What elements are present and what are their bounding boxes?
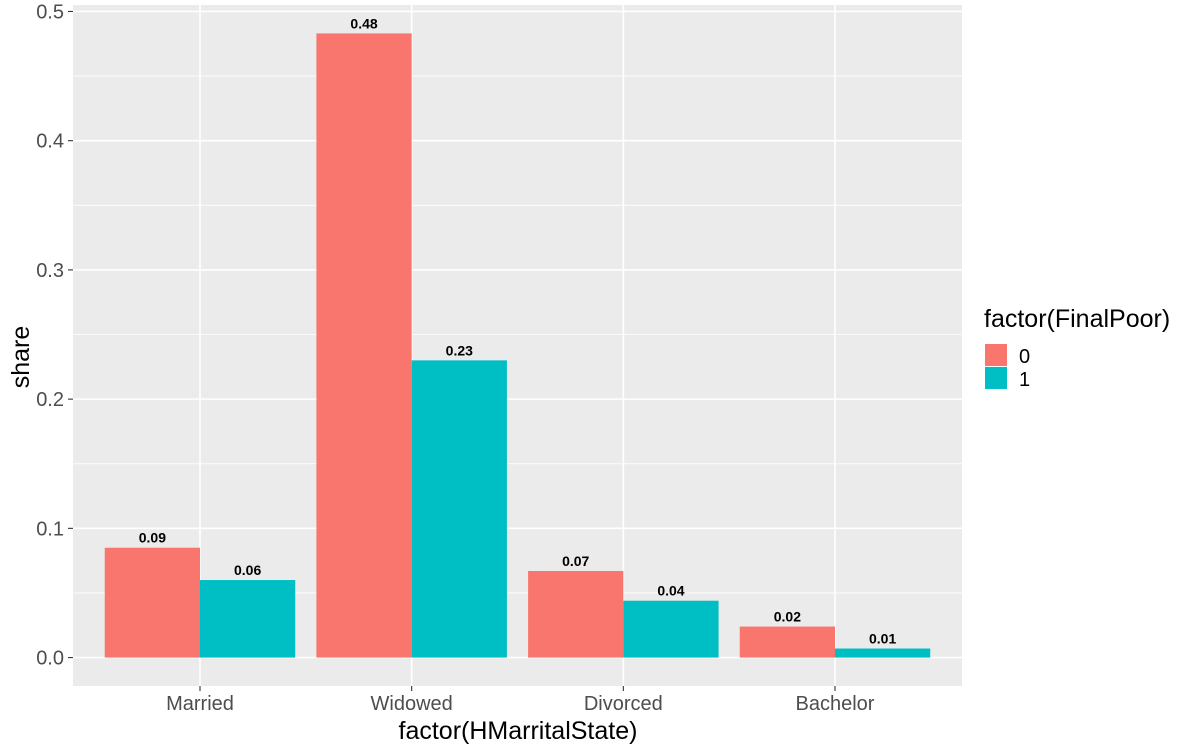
- legend: factor(FinalPoor) 01: [984, 305, 1170, 391]
- bar-bachelor-series-1: [835, 648, 931, 658]
- x-tick-label: Married: [166, 693, 234, 715]
- bar-widowed-series-1: [411, 360, 507, 658]
- bar-divorced-series-0: [528, 570, 624, 658]
- data-label: 0.48: [350, 15, 377, 31]
- y-tick-label: 0.5: [36, 1, 64, 23]
- bar-widowed-series-0: [316, 33, 412, 658]
- y-tick-label: 0.4: [36, 131, 64, 153]
- y-tick-label: 0.1: [36, 518, 64, 540]
- y-tick-label: 0.0: [36, 648, 64, 670]
- data-label: 0.02: [774, 609, 801, 625]
- legend-label: 0: [1019, 346, 1030, 368]
- y-tick-label: 0.2: [36, 389, 64, 411]
- data-label: 0.07: [562, 553, 589, 569]
- bar-bachelor-series-0: [739, 626, 835, 658]
- y-axis-title: share: [7, 326, 35, 389]
- data-label: 0.09: [139, 530, 166, 546]
- data-label: 0.23: [446, 342, 473, 358]
- bar-divorced-series-1: [623, 600, 719, 658]
- legend-key-0: [985, 344, 1007, 366]
- y-tick-label: 0.3: [36, 260, 64, 282]
- legend-key-1: [985, 367, 1007, 389]
- data-label: 0.06: [234, 562, 261, 578]
- legend-label: 1: [1019, 369, 1030, 391]
- data-label: 0.01: [869, 631, 896, 647]
- legend-title: factor(FinalPoor): [984, 305, 1170, 333]
- bar-married-series-1: [200, 580, 296, 658]
- x-axis-title: factor(HMarritalState): [399, 717, 638, 745]
- data-label: 0.04: [657, 583, 684, 599]
- x-tick-label: Divorced: [584, 693, 663, 715]
- plot-panel: [73, 5, 962, 686]
- x-tick-label: Bachelor: [796, 693, 875, 715]
- x-tick-label: Widowed: [371, 693, 453, 715]
- bar-married-series-0: [104, 547, 200, 658]
